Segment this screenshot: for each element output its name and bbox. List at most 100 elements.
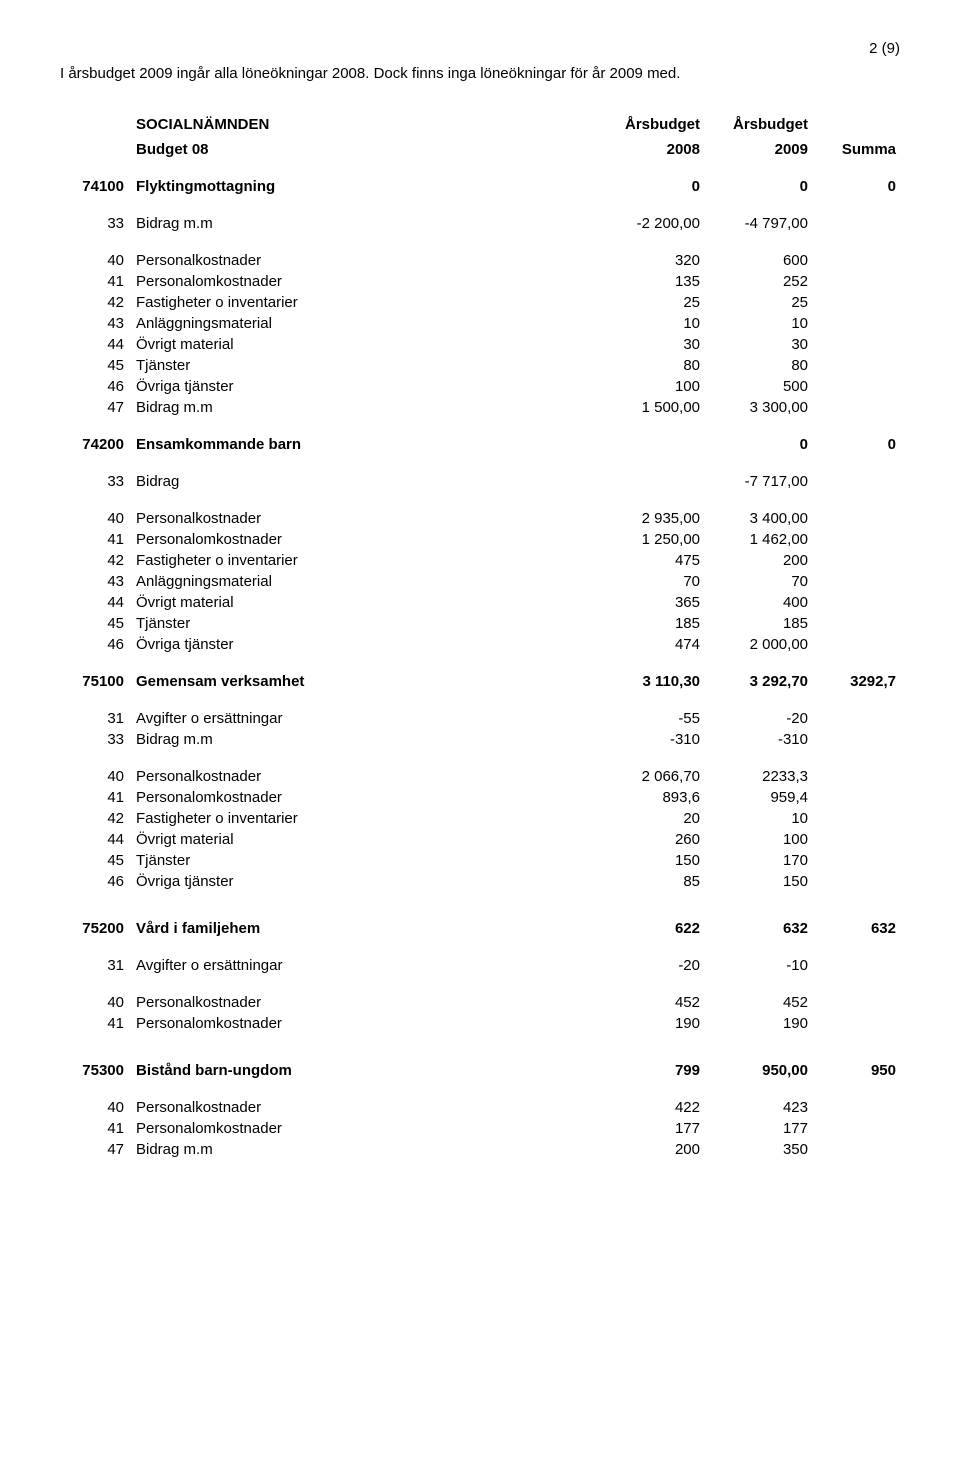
row-value-3: 3292,7 <box>812 671 900 692</box>
row-value-3 <box>812 508 900 529</box>
table-row: 40Personalkostnader2 935,003 400,00 <box>60 508 900 529</box>
row-value-1: 320 <box>596 250 704 271</box>
row-code: 46 <box>60 634 132 655</box>
row-value-2: 177 <box>704 1118 812 1139</box>
row-label: Ensamkommande barn <box>132 434 596 455</box>
table-row: 33Bidrag-7 717,00 <box>60 471 900 492</box>
row-value-1: 185 <box>596 613 704 634</box>
header-col3: Summa <box>812 135 900 160</box>
row-value-2: 2 000,00 <box>704 634 812 655</box>
row-label: Tjänster <box>132 850 596 871</box>
page-number: 2 (9) <box>60 40 900 57</box>
row-label: Personalkostnader <box>132 992 596 1013</box>
row-value-1: 2 066,70 <box>596 766 704 787</box>
row-value-2: 959,4 <box>704 787 812 808</box>
table-row: 44Övrigt material3030 <box>60 334 900 355</box>
row-value-3 <box>812 808 900 829</box>
row-code: 45 <box>60 613 132 634</box>
row-code: 75100 <box>60 671 132 692</box>
row-code: 33 <box>60 213 132 234</box>
row-value-2: 150 <box>704 871 812 892</box>
row-label: Övrigt material <box>132 592 596 613</box>
row-value-2: 1 462,00 <box>704 529 812 550</box>
row-value-3 <box>812 729 900 750</box>
table-row: 47Bidrag m.m200350 <box>60 1139 900 1160</box>
row-value-3 <box>812 213 900 234</box>
section-row: 74100Flyktingmottagning000 <box>60 176 900 197</box>
row-label: Personalkostnader <box>132 1097 596 1118</box>
row-value-3 <box>812 571 900 592</box>
row-value-1: -2 200,00 <box>596 213 704 234</box>
header-sub1: Budget 08 <box>132 135 596 160</box>
row-value-2: 500 <box>704 376 812 397</box>
row-value-3: 0 <box>812 434 900 455</box>
row-code: 40 <box>60 508 132 529</box>
table-row: 47Bidrag m.m1 500,003 300,00 <box>60 397 900 418</box>
row-label: Personalomkostnader <box>132 271 596 292</box>
row-code: 41 <box>60 529 132 550</box>
row-label: Flyktingmottagning <box>132 176 596 197</box>
table-row: 33Bidrag m.m-2 200,00-4 797,00 <box>60 213 900 234</box>
row-label: Fastigheter o inventarier <box>132 550 596 571</box>
row-code: 40 <box>60 250 132 271</box>
row-value-3 <box>812 334 900 355</box>
row-value-3 <box>812 271 900 292</box>
row-code: 41 <box>60 271 132 292</box>
budget-table: SOCIALNÄMNDEN Årsbudget Årsbudget Budget… <box>60 110 900 1160</box>
section-row: 75300Bistånd barn-ungdom799950,00950 <box>60 1060 900 1081</box>
row-value-3 <box>812 829 900 850</box>
row-value-1: 100 <box>596 376 704 397</box>
row-value-2: 3 300,00 <box>704 397 812 418</box>
row-label: Bidrag m.m <box>132 1139 596 1160</box>
table-row: 43Anläggningsmaterial1010 <box>60 313 900 334</box>
spacer-row <box>60 692 900 708</box>
table-row: 42Fastigheter o inventarier475200 <box>60 550 900 571</box>
row-value-3 <box>812 992 900 1013</box>
row-value-2: 70 <box>704 571 812 592</box>
row-value-1: -310 <box>596 729 704 750</box>
row-label: Fastigheter o inventarier <box>132 808 596 829</box>
spacer-row <box>60 234 900 250</box>
row-value-3 <box>812 1097 900 1118</box>
row-label: Övriga tjänster <box>132 376 596 397</box>
row-value-2: -310 <box>704 729 812 750</box>
row-code: 44 <box>60 829 132 850</box>
row-value-3 <box>812 292 900 313</box>
row-value-1: 474 <box>596 634 704 655</box>
row-label: Avgifter o ersättningar <box>132 955 596 976</box>
spacer-row <box>60 1081 900 1097</box>
row-value-2: 0 <box>704 434 812 455</box>
table-row: 33Bidrag m.m-310-310 <box>60 729 900 750</box>
spacer-row <box>60 939 900 955</box>
row-label: Personalkostnader <box>132 508 596 529</box>
row-code: 31 <box>60 955 132 976</box>
table-row: 45Tjänster150170 <box>60 850 900 871</box>
table-header-row-1: SOCIALNÄMNDEN Årsbudget Årsbudget <box>60 110 900 135</box>
row-value-1: 365 <box>596 592 704 613</box>
row-value-2: -4 797,00 <box>704 213 812 234</box>
section-row: 75100Gemensam verksamhet3 110,303 292,70… <box>60 671 900 692</box>
row-value-1: 475 <box>596 550 704 571</box>
row-value-1: 2 935,00 <box>596 508 704 529</box>
row-code: 43 <box>60 571 132 592</box>
row-label: Bidrag m.m <box>132 729 596 750</box>
row-value-1: 1 500,00 <box>596 397 704 418</box>
row-label: Anläggningsmaterial <box>132 571 596 592</box>
row-value-1: 799 <box>596 1060 704 1081</box>
spacer-row <box>60 750 900 766</box>
row-value-2: 80 <box>704 355 812 376</box>
row-code: 41 <box>60 1013 132 1034</box>
row-value-1: 422 <box>596 1097 704 1118</box>
row-value-1: 177 <box>596 1118 704 1139</box>
row-code: 46 <box>60 376 132 397</box>
row-label: Fastigheter o inventarier <box>132 292 596 313</box>
table-row: 42Fastigheter o inventarier2525 <box>60 292 900 313</box>
table-row: 40Personalkostnader320600 <box>60 250 900 271</box>
row-code: 31 <box>60 708 132 729</box>
row-value-1: 893,6 <box>596 787 704 808</box>
row-value-1 <box>596 434 704 455</box>
row-label: Personalomkostnader <box>132 787 596 808</box>
row-value-2: 252 <box>704 271 812 292</box>
row-label: Övriga tjänster <box>132 634 596 655</box>
row-value-1: 150 <box>596 850 704 871</box>
